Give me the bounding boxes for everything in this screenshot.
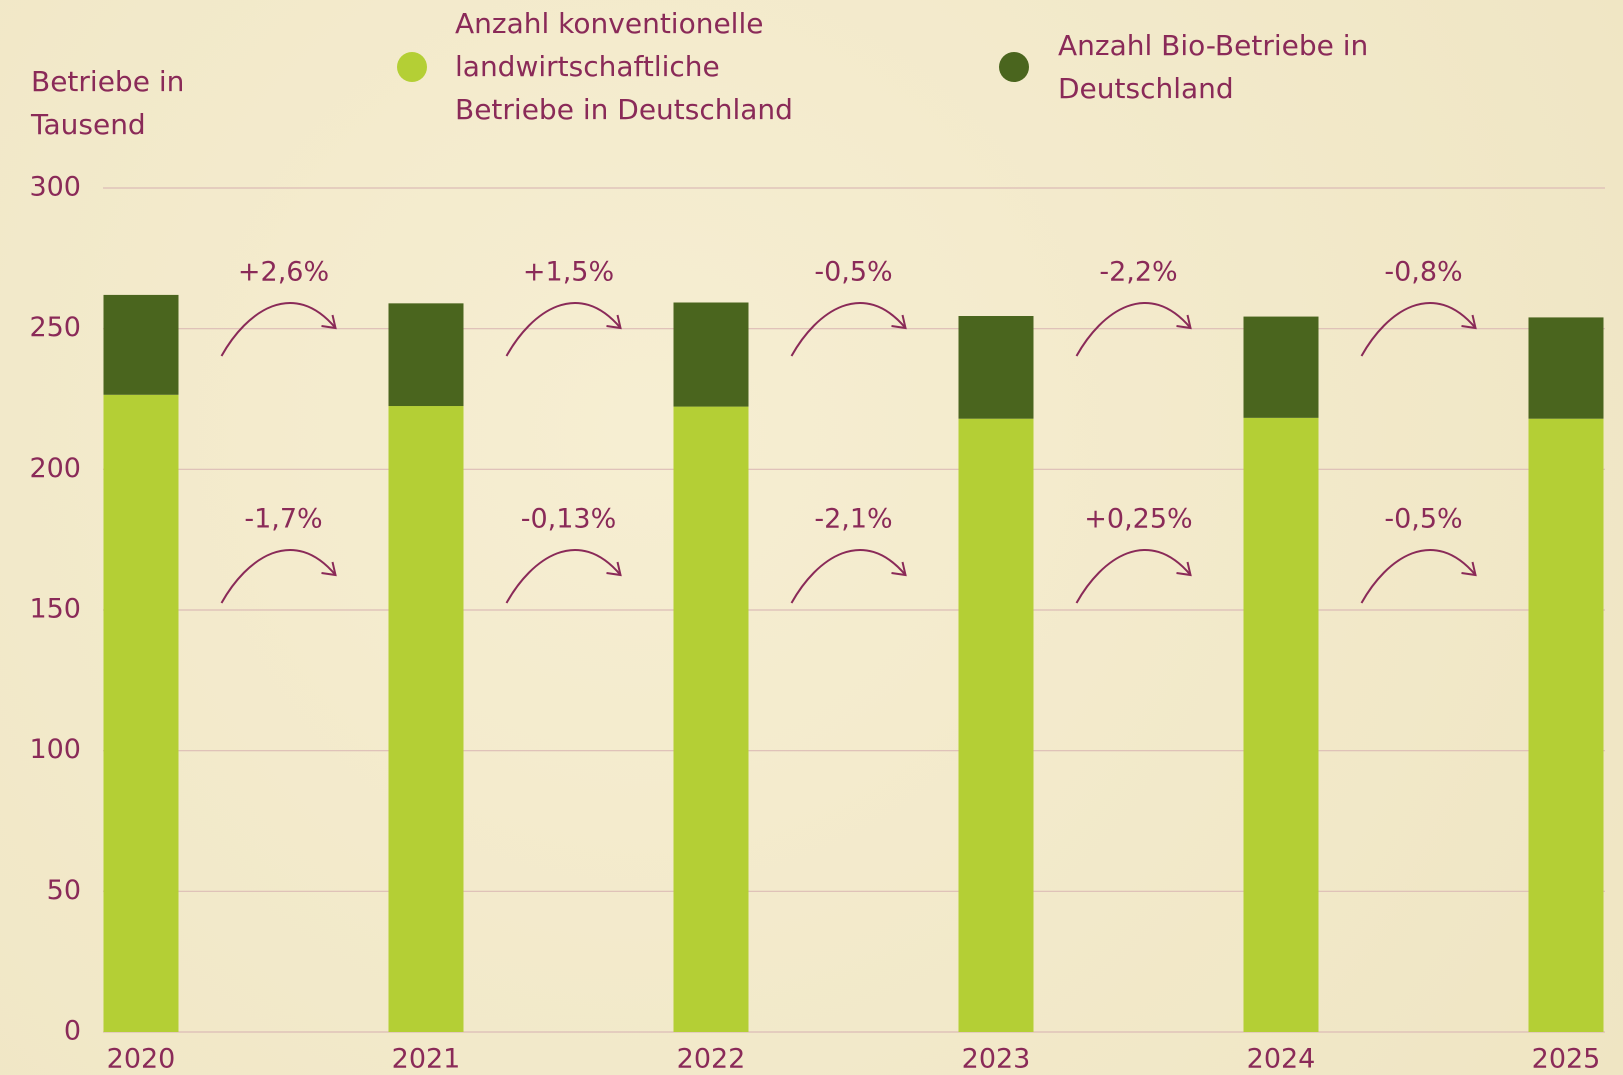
arrow-head bbox=[891, 314, 907, 330]
change-label: -0,5% bbox=[1384, 504, 1462, 535]
bar-segment bbox=[1243, 316, 1319, 418]
bar-segment bbox=[958, 316, 1034, 419]
change-label: +2,6% bbox=[238, 257, 329, 288]
change-label: +0,25% bbox=[1084, 504, 1192, 535]
change-label: -0,8% bbox=[1384, 257, 1462, 288]
arrow bbox=[1075, 548, 1192, 604]
change-label: -1,7% bbox=[244, 504, 322, 535]
arrow bbox=[1075, 301, 1192, 357]
bar-segment bbox=[673, 302, 749, 407]
arrow-head bbox=[321, 314, 337, 330]
arrow bbox=[790, 301, 907, 357]
bar-segment bbox=[1528, 317, 1604, 419]
bar-segment bbox=[1243, 417, 1319, 1032]
bar-segment bbox=[1528, 418, 1604, 1032]
y-tick-label: 0 bbox=[64, 1016, 81, 1047]
arrow bbox=[220, 301, 337, 357]
change-label: -2,2% bbox=[1099, 257, 1177, 288]
arrow-head bbox=[606, 561, 622, 577]
arrow bbox=[505, 301, 622, 357]
bar-segment bbox=[673, 406, 749, 1032]
change-label: -0,5% bbox=[814, 257, 892, 288]
arrow-head bbox=[1176, 561, 1192, 577]
arrow bbox=[505, 548, 622, 604]
bar-segment bbox=[388, 406, 464, 1032]
bar-segment bbox=[388, 303, 464, 407]
arrow-head bbox=[1461, 314, 1477, 330]
arrow bbox=[220, 548, 337, 604]
legend-label: Anzahl Bio-Betriebe in Deutschland bbox=[1058, 29, 1369, 105]
arrow-head bbox=[1176, 314, 1192, 330]
change-label: -0,13% bbox=[521, 504, 617, 535]
legend-swatch bbox=[999, 52, 1029, 82]
bar-segment bbox=[103, 294, 179, 395]
x-tick-label: 2025 bbox=[1532, 1044, 1601, 1075]
x-tick-label: 2024 bbox=[1247, 1044, 1316, 1075]
y-tick-label: 100 bbox=[29, 734, 81, 765]
y-tick-label: 50 bbox=[47, 875, 81, 906]
change-label: +1,5% bbox=[523, 257, 614, 288]
bar-segment bbox=[103, 394, 179, 1032]
change-label: -2,1% bbox=[814, 504, 892, 535]
arrow-head bbox=[321, 561, 337, 577]
arrow-head bbox=[606, 314, 622, 330]
arrow-head bbox=[1461, 561, 1477, 577]
y-tick-label: 300 bbox=[29, 172, 81, 203]
x-tick-label: 2020 bbox=[107, 1044, 176, 1075]
y-axis-label: Betriebe in Tausend bbox=[31, 65, 185, 141]
y-tick-label: 200 bbox=[29, 453, 81, 484]
legend-swatch bbox=[397, 52, 427, 82]
x-tick-label: 2021 bbox=[392, 1044, 461, 1075]
x-tick-label: 2022 bbox=[677, 1044, 746, 1075]
legend-label: Anzahl konventionelle landwirtschaftlich… bbox=[455, 7, 793, 126]
arrow bbox=[1360, 548, 1477, 604]
y-tick-label: 250 bbox=[29, 312, 81, 343]
y-tick-label: 150 bbox=[29, 594, 81, 625]
arrow bbox=[1360, 301, 1477, 357]
arrow bbox=[790, 548, 907, 604]
x-tick-label: 2023 bbox=[962, 1044, 1031, 1075]
bar-segment bbox=[958, 418, 1034, 1032]
arrow-head bbox=[891, 561, 907, 577]
